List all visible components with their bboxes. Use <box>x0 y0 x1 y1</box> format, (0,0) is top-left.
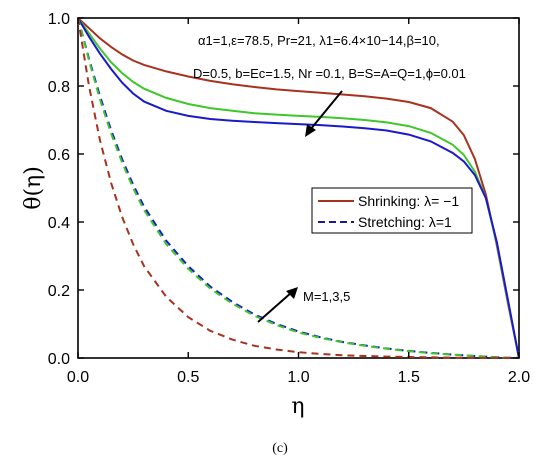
arrow-dashed-curves <box>257 287 298 323</box>
y-tick-label: 1.0 <box>48 11 70 28</box>
series-line-dashed-4 <box>77 17 520 359</box>
annotation-m-values: M=1,3,5 <box>303 289 350 304</box>
axis-ticks: 0.0 0.5 1.0 1.5 2.0 0.0 0.2 0.4 0.6 0.8 1.0 <box>48 11 530 386</box>
series-line-solid-2 <box>77 17 520 359</box>
x-axis-label: η <box>291 394 304 419</box>
y-tick-label: 0.6 <box>48 147 70 164</box>
arrow-solid-curves <box>305 90 343 137</box>
params-line-2: D=0.5, b=Ec=1.5, Nr =0.1, B=S=A=Q=1,ϕ=0.… <box>193 66 466 81</box>
figure-caption: (c) <box>272 441 288 456</box>
series-line-dashed-5 <box>77 17 519 359</box>
x-tick-label: 0.5 <box>177 369 199 386</box>
x-tick-label: 1.0 <box>287 369 309 386</box>
y-tick-label: 0.0 <box>48 351 70 368</box>
y-tick-label: 0.8 <box>48 79 70 96</box>
legend: Shrinking: λ= −1 Stretching: λ=1 <box>311 187 473 234</box>
legend-box <box>311 187 473 234</box>
legend-label-stretching: Stretching: λ=1 <box>358 214 452 230</box>
series-line-solid-0 <box>77 17 520 359</box>
legend-label-shrinking: Shrinking: λ= −1 <box>358 193 459 209</box>
curves <box>77 17 520 359</box>
x-tick-label: 1.5 <box>398 369 420 386</box>
y-axis-label: θ(η) <box>21 166 46 210</box>
params-line-1: α1=1,ε=78.5, Pr=21, λ1=6.4×10−14,β=10, <box>198 33 440 48</box>
x-tick-label: 0.0 <box>67 369 89 386</box>
series-line-solid-1 <box>77 17 520 359</box>
x-tick-label: 2.0 <box>508 369 530 386</box>
y-tick-label: 0.2 <box>48 283 70 300</box>
y-tick-label: 0.4 <box>48 215 70 232</box>
